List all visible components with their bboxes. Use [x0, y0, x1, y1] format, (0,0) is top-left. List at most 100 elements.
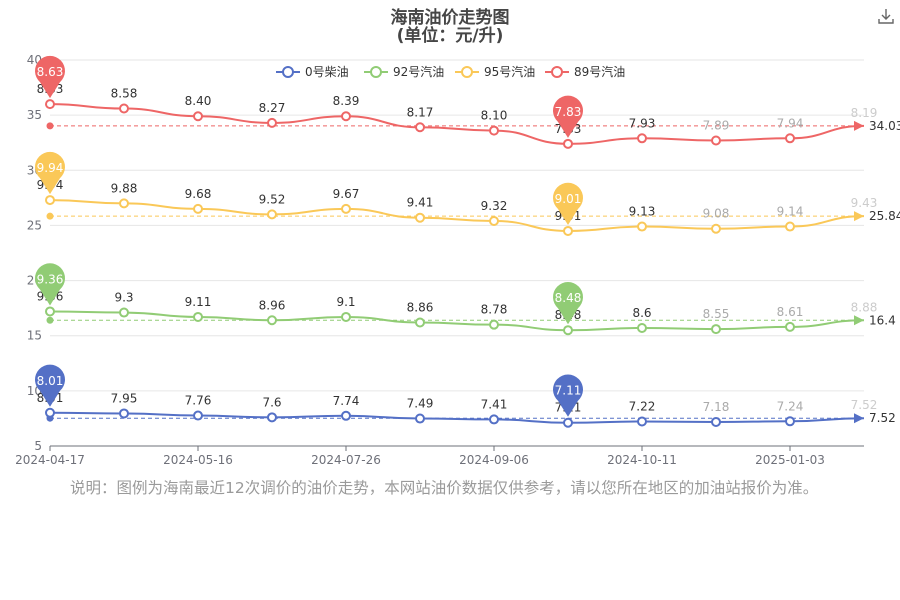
data-point [785, 221, 795, 232]
legend-marker [282, 66, 294, 78]
data-point [785, 133, 795, 144]
data-label: 7.89 [703, 119, 730, 133]
pin-label: 7.83 [555, 105, 582, 119]
average-label: 25.84 [869, 209, 900, 223]
data-point [267, 117, 277, 128]
data-point [415, 413, 425, 424]
x-tick-label: 2025-01-03 [755, 453, 825, 467]
data-label: 9.14 [777, 205, 804, 219]
data-label: 9.11 [185, 295, 212, 309]
legend-label: 89号汽油 [574, 64, 625, 79]
pin-label: 7.11 [555, 384, 582, 398]
max-min-pin [553, 182, 583, 225]
data-label: 9.88 [111, 181, 138, 195]
data-point [711, 223, 721, 234]
data-label: 7.74 [333, 394, 360, 408]
data-point [489, 319, 499, 330]
data-point [711, 135, 721, 146]
data-point [341, 311, 351, 322]
y-tick-label: 15 [27, 329, 42, 343]
legend-marker [461, 66, 473, 78]
data-label: 8.19 [851, 106, 878, 120]
data-label: 8.78 [481, 303, 508, 317]
series-line [49, 199, 865, 232]
data-label: 9.32 [481, 199, 508, 213]
data-label: 7.18 [703, 400, 730, 414]
data-point [193, 203, 203, 214]
max-min-pin [35, 364, 65, 407]
data-label: 8.61 [777, 305, 804, 319]
pin-label: 9.94 [37, 161, 64, 175]
data-label: 8.58 [111, 87, 138, 101]
data-label: 8.6 [632, 306, 651, 320]
max-min-pin [35, 55, 65, 99]
data-point [711, 324, 721, 335]
data-point [45, 99, 55, 110]
max-min-pin [35, 151, 65, 195]
max-min-pin [553, 374, 584, 417]
data-label: 9.3 [114, 291, 133, 305]
data-label: 8.40 [185, 94, 212, 108]
data-label: 7.41 [481, 397, 508, 411]
pin-label: 8.01 [37, 374, 64, 388]
pin-label: 9.36 [37, 272, 64, 286]
data-point [415, 122, 425, 133]
data-point [563, 325, 573, 336]
data-label: 9.43 [851, 196, 878, 210]
data-point [785, 321, 795, 332]
max-min-pin [553, 95, 583, 138]
data-point [415, 212, 425, 223]
data-point [193, 410, 203, 421]
legend-label: 95号汽油 [484, 64, 535, 79]
x-tick-label: 2024-09-06 [459, 453, 529, 467]
data-point [267, 315, 277, 326]
data-label: 7.94 [777, 116, 804, 130]
data-label: 8.86 [407, 300, 434, 314]
data-point [637, 322, 647, 333]
data-point [267, 412, 277, 423]
x-tick-label: 2024-07-26 [311, 453, 381, 467]
data-point [45, 195, 55, 206]
download-icon[interactable] [876, 6, 896, 26]
data-label: 7.22 [629, 400, 656, 414]
legend-marker [370, 66, 382, 78]
chart-note: 说明：图例为海南最近12次调价的油价走势，本网站油价数据仅供参考，请以您所在地区… [70, 479, 819, 497]
y-tick-label: 5 [34, 439, 42, 453]
data-point [489, 125, 499, 136]
data-point [489, 414, 499, 425]
data-point [637, 416, 647, 427]
data-point [563, 417, 573, 428]
pin-label: 8.48 [555, 291, 582, 305]
legend-label: 92号汽油 [393, 64, 444, 79]
data-point [193, 311, 203, 322]
average-label: 16.4 [869, 313, 896, 327]
average-start-dot [46, 212, 54, 220]
chart-subtitle: (单位：元/升) [396, 26, 504, 46]
data-point [711, 416, 721, 427]
data-point [119, 198, 129, 209]
data-point [45, 407, 55, 418]
average-start-dot [46, 122, 54, 130]
data-point [341, 410, 351, 421]
pin-label: 8.63 [37, 65, 64, 79]
data-label: 8.55 [703, 307, 730, 321]
data-point [415, 317, 425, 328]
data-label: 8.10 [481, 109, 508, 123]
y-tick-label: 35 [27, 108, 42, 122]
data-label: 7.49 [407, 397, 434, 411]
data-label: 8.39 [333, 94, 360, 108]
average-start-dot [46, 316, 54, 324]
data-label: 7.52 [851, 398, 878, 412]
x-tick-label: 2024-04-17 [15, 453, 85, 467]
average-label: 7.52 [869, 411, 896, 425]
data-label: 7.93 [629, 116, 656, 130]
data-point [119, 307, 129, 318]
data-point [119, 103, 129, 114]
data-point [563, 138, 573, 149]
data-label: 8.96 [259, 298, 286, 312]
data-label: 8.17 [407, 105, 434, 119]
data-label: 9.1 [336, 295, 355, 309]
data-point [637, 133, 647, 144]
data-point [119, 408, 129, 419]
